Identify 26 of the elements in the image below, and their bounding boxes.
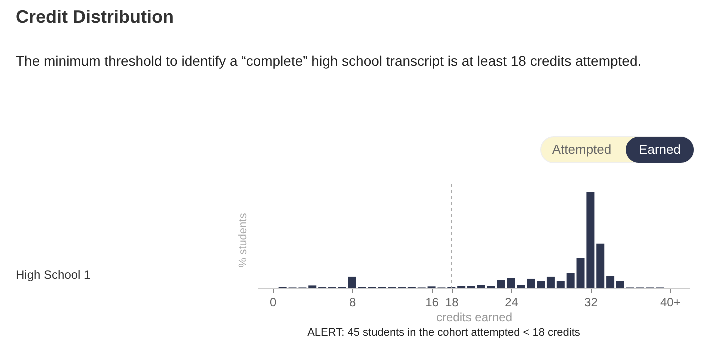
- bar: [348, 276, 356, 288]
- bar: [556, 280, 565, 288]
- chart-subtitle: The minimum threshold to identify a “complete” high school transcript is at least 18 credits attempted.: [16, 53, 642, 69]
- x-tick-label: 24: [505, 296, 519, 310]
- bar: [566, 273, 575, 288]
- bar: [537, 281, 546, 288]
- bar: [546, 276, 555, 288]
- y-axis-title: % students: [238, 212, 250, 268]
- x-tick-label: 32: [584, 296, 598, 310]
- x-tick-label: 0: [270, 296, 278, 310]
- bar: [616, 280, 624, 288]
- bar: [517, 285, 526, 288]
- bar: [596, 244, 605, 288]
- text: ALERT: 45 students in the cohort attempted < 18 credits: [308, 327, 581, 339]
- x-tick-label: 16: [426, 296, 440, 310]
- bar: [606, 276, 615, 288]
- text: Attempted: [552, 142, 612, 157]
- text: Earned: [639, 142, 681, 157]
- x-tick-label: 18: [445, 296, 460, 310]
- bar: [477, 285, 486, 288]
- x-tick-label: 8: [350, 296, 356, 310]
- x-tick-label: 40+: [660, 296, 681, 310]
- x-axis-title: credits earned: [436, 310, 513, 324]
- text: Credit Distribution: [16, 7, 174, 27]
- text: High School 1: [16, 268, 92, 282]
- bar: [527, 278, 536, 288]
